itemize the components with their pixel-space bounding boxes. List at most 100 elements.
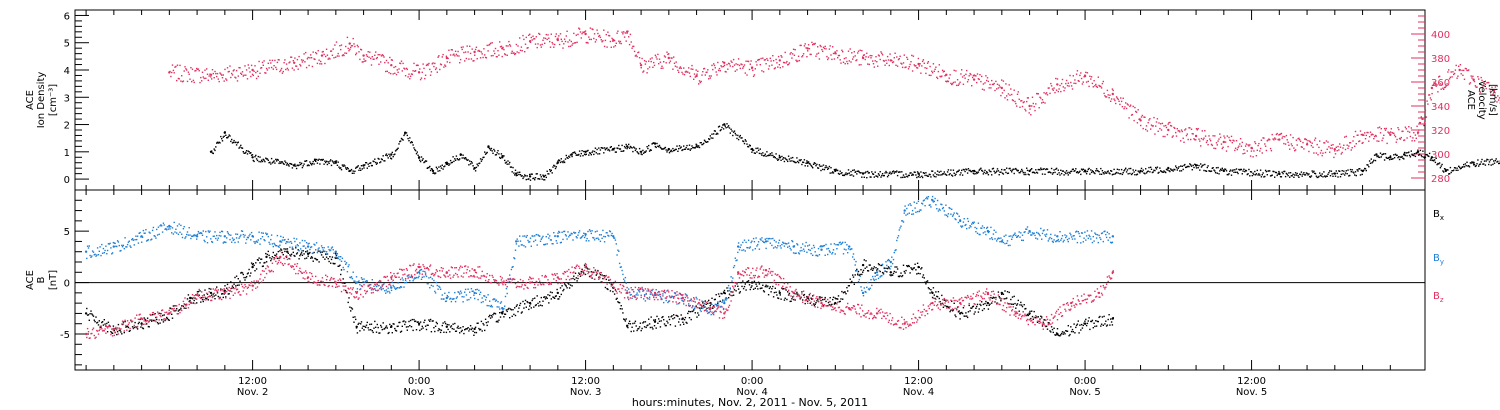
bx-point xyxy=(856,268,858,271)
density-point xyxy=(713,133,715,135)
bx-point xyxy=(719,300,721,302)
density-point xyxy=(211,152,214,154)
density-point xyxy=(1284,175,1287,178)
density-point-key xyxy=(334,161,337,164)
density-point xyxy=(444,165,446,167)
bx-point xyxy=(670,316,672,318)
velocity-point xyxy=(365,60,367,62)
density-point xyxy=(1403,158,1405,160)
velocity-point xyxy=(983,89,985,91)
density-tick-label: 2 xyxy=(64,121,70,132)
velocity-point xyxy=(1254,141,1256,143)
bx-point xyxy=(245,275,248,278)
bx-point xyxy=(411,318,413,321)
velocity-point xyxy=(434,62,436,65)
bx-point xyxy=(207,299,209,301)
density-point xyxy=(1388,158,1391,161)
velocity-point xyxy=(1125,107,1128,110)
bx-point xyxy=(816,300,818,302)
velocity-point xyxy=(1363,134,1365,136)
velocity-point xyxy=(1269,139,1271,141)
density-point xyxy=(1125,167,1127,169)
bx-point xyxy=(986,304,988,307)
velocity-point xyxy=(1225,150,1228,152)
density-point xyxy=(796,157,798,159)
density-point xyxy=(1273,170,1275,173)
density-point xyxy=(992,167,995,170)
density-point xyxy=(390,157,392,159)
velocity-point xyxy=(867,63,869,65)
density-point xyxy=(829,172,831,174)
velocity-point xyxy=(1400,136,1402,139)
bx-point xyxy=(698,307,701,309)
velocity-point xyxy=(1068,85,1070,87)
bx-point xyxy=(851,280,853,283)
density-point xyxy=(1130,167,1132,170)
velocity-point xyxy=(926,67,928,69)
density-point xyxy=(665,149,667,151)
velocity-point xyxy=(1364,132,1366,134)
bx-point xyxy=(806,295,808,298)
bx-point xyxy=(384,327,386,330)
density-point xyxy=(1305,172,1308,174)
velocity-point xyxy=(490,55,493,57)
density-point xyxy=(973,173,975,175)
density-point xyxy=(1253,173,1255,176)
density-point xyxy=(732,134,734,137)
density-point xyxy=(316,162,319,164)
velocity-point xyxy=(236,80,239,82)
density-point xyxy=(663,147,666,149)
bx-point xyxy=(799,298,801,300)
bx-point xyxy=(924,281,926,283)
velocity-point xyxy=(1176,128,1178,130)
density-point-key xyxy=(1472,161,1475,164)
density-point-key xyxy=(528,175,532,178)
velocity-point xyxy=(382,54,384,57)
velocity-point xyxy=(742,65,745,68)
velocity-point xyxy=(828,48,831,50)
density-point xyxy=(549,169,551,171)
density-point xyxy=(1244,169,1247,172)
bx-point xyxy=(516,304,518,306)
bx-point xyxy=(553,296,555,299)
velocity-point xyxy=(694,76,696,78)
velocity-point xyxy=(971,85,973,87)
velocity-point xyxy=(1242,153,1244,155)
velocity-point xyxy=(439,68,441,71)
velocity-point xyxy=(1484,83,1487,86)
velocity-point xyxy=(784,51,786,54)
density-point xyxy=(240,147,243,149)
bx-point xyxy=(909,272,911,274)
density-point xyxy=(1115,172,1117,174)
density-point xyxy=(294,163,296,165)
density-point xyxy=(682,149,684,151)
bx-point xyxy=(229,290,231,292)
velocity-point xyxy=(810,53,812,56)
velocity-point xyxy=(1085,71,1087,74)
bx-point xyxy=(968,304,970,307)
bx-point xyxy=(991,297,994,299)
bx-point xyxy=(680,314,682,316)
velocity-point xyxy=(351,45,354,47)
bx-point xyxy=(1026,313,1029,316)
velocity-point xyxy=(898,58,900,60)
density-point xyxy=(1349,168,1352,171)
velocity-point xyxy=(1021,105,1024,108)
bx-point xyxy=(99,326,101,328)
density-point xyxy=(1270,174,1273,177)
velocity-point xyxy=(1134,106,1136,109)
velocity-point xyxy=(1163,125,1165,127)
bx-point xyxy=(277,250,279,253)
density-point xyxy=(589,152,592,154)
bx-point xyxy=(340,273,342,276)
bx-point xyxy=(200,301,202,303)
bx-point xyxy=(359,330,361,332)
velocity-point xyxy=(1405,128,1407,130)
velocity-point xyxy=(1004,97,1006,99)
density-point xyxy=(1366,164,1368,166)
velocity-point xyxy=(864,58,866,61)
density-tick-label: 5 xyxy=(64,39,70,50)
bx-point xyxy=(624,320,627,322)
density-point xyxy=(1247,173,1249,175)
velocity-point xyxy=(731,61,733,63)
